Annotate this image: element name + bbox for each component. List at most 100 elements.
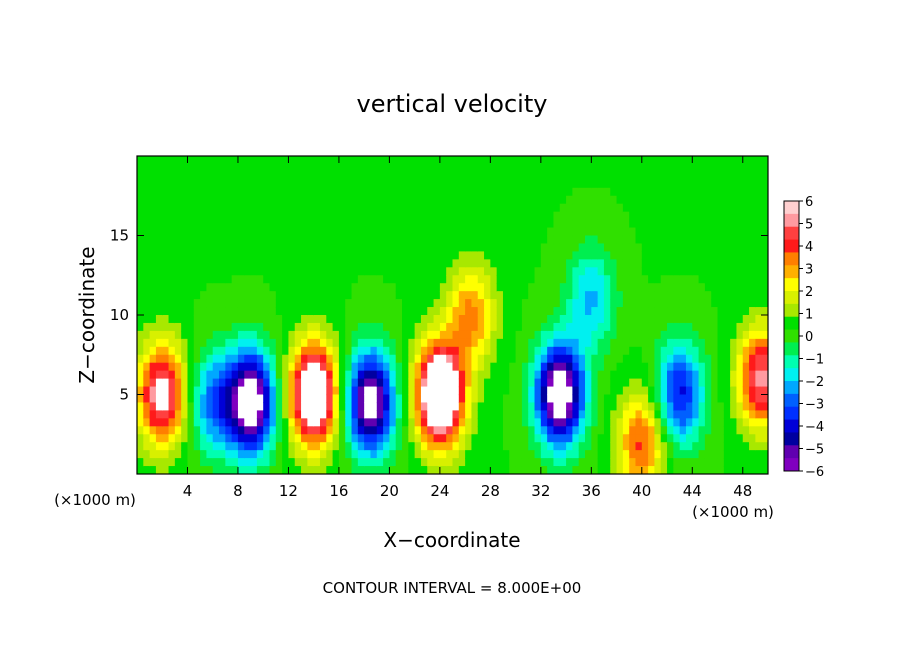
heatmap-cell [143,315,151,324]
heatmap-cell [187,163,195,173]
heatmap-cell [256,227,264,237]
heatmap-cell [439,299,447,308]
heatmap-cell [313,330,321,340]
heatmap-cell [137,283,144,292]
heatmap-cell [578,307,586,316]
heatmap-cell [641,378,649,388]
heatmap-cell [143,346,151,356]
heatmap-cell [313,235,321,245]
heatmap-cell [439,394,447,404]
heatmap-cell [263,434,271,443]
heatmap-cell [660,450,668,459]
heatmap-cell [357,394,365,404]
heatmap-cell [357,163,365,173]
heatmap-cell [547,426,555,435]
heatmap-cell [711,163,719,173]
heatmap-cell [162,283,170,292]
heatmap-cell [540,394,548,404]
heatmap-cell [452,418,460,427]
heatmap-cell [143,442,151,451]
heatmap-cell [667,243,674,252]
heatmap-cell [528,402,536,411]
heatmap-cell [597,267,605,276]
heatmap-cell [559,179,567,189]
heatmap-cell [547,354,555,364]
heatmap-cell [282,259,290,268]
heatmap-cell [591,171,599,181]
heatmap-cell [345,458,353,467]
heatmap-cell [376,187,384,197]
heatmap-cell [477,315,485,324]
heatmap-cell [477,450,485,459]
heatmap-cell [351,386,359,396]
heatmap-cell [591,227,599,237]
heatmap-cell [174,362,182,372]
heatmap-cell [534,156,542,165]
heatmap-cell [484,283,491,292]
heatmap-cell [244,291,252,300]
heatmap-cell [603,386,611,396]
heatmap-cell [137,394,144,404]
heatmap-cell [477,418,485,427]
heatmap-cell [275,410,283,419]
heatmap-cell [168,259,176,268]
heatmap-cell [685,402,693,411]
heatmap-cell [704,370,712,380]
heatmap-cell [736,259,744,268]
heatmap-cell [137,458,144,467]
heatmap-cell [244,354,252,364]
heatmap-cell [294,243,302,252]
heatmap-cell [256,187,264,197]
heatmap-cell [137,243,144,252]
heatmap-cell [622,211,630,221]
heatmap-cell [237,251,245,260]
heatmap-cell [572,203,580,213]
heatmap-cell [717,315,725,324]
heatmap-cell [471,195,479,205]
heatmap-cell [433,434,441,443]
heatmap-cell [364,291,372,300]
heatmap-cell [402,307,409,316]
heatmap-cell [616,315,624,324]
heatmap-cell [174,291,182,300]
heatmap-cell [427,259,435,268]
heatmap-cell [181,322,189,332]
heatmap-cell [420,243,428,252]
heatmap-cell [395,322,403,332]
heatmap-cell [319,259,327,268]
heatmap-cell [749,418,756,427]
heatmap-cell [168,291,176,300]
heatmap-cell [414,426,422,435]
heatmap-cell [730,402,738,411]
heatmap-cell [484,378,491,388]
heatmap-cell [149,259,157,268]
heatmap-cell [250,362,258,372]
heatmap-cell [509,386,517,396]
heatmap-cell [294,299,302,308]
heatmap-cell [723,338,731,348]
heatmap-cell [736,267,744,276]
heatmap-cell [225,378,233,388]
heatmap-cell [370,458,378,467]
heatmap-cell [326,322,334,332]
heatmap-cell [402,466,409,474]
heatmap-cell [755,434,763,443]
heatmap-cell [730,156,738,165]
heatmap-cell [433,402,441,411]
heatmap-cell [231,346,239,356]
heatmap-cell [231,291,239,300]
heatmap-cell [742,418,750,427]
heatmap-cell [540,362,548,372]
heatmap-cell [578,211,586,221]
heatmap-cell [597,299,605,308]
heatmap-cell [698,171,706,181]
heatmap-cell [446,179,454,189]
heatmap-cell [521,203,529,213]
heatmap-cell [509,402,517,411]
heatmap-cell [288,203,296,213]
heatmap-cell [345,322,353,332]
heatmap-cell [332,386,340,396]
heatmap-cell [648,211,656,221]
heatmap-cell [288,291,296,300]
heatmap-cell [275,442,283,451]
